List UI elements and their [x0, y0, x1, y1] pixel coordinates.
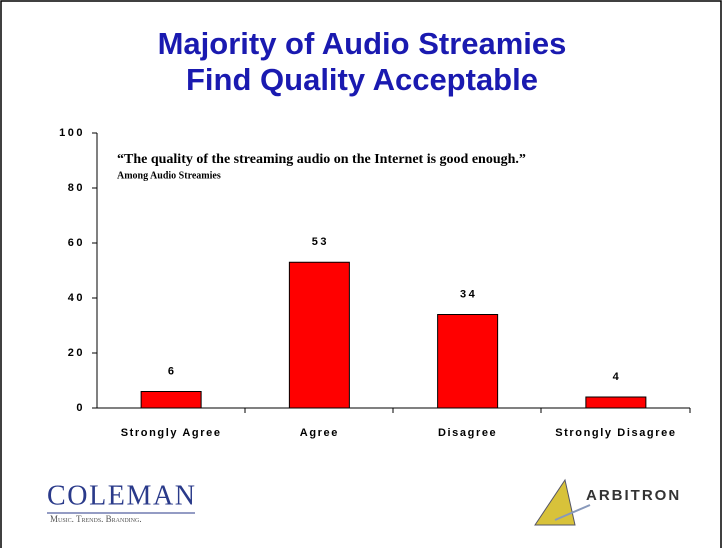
- y-tick-label: 0: [76, 402, 85, 414]
- y-tick-label: 80: [68, 182, 85, 194]
- y-tick-label: 20: [68, 347, 85, 359]
- x-tick-label: Disagree: [438, 427, 497, 439]
- coleman-logo: COLEMAN Music. Trends. Branding.: [47, 480, 195, 524]
- value-label: 4: [613, 371, 622, 383]
- value-label: 53: [312, 236, 329, 248]
- y-tick-label: 40: [68, 292, 85, 304]
- value-label: 6: [168, 365, 177, 377]
- bar: [288, 261, 350, 409]
- logo-tagline: Music. Trends. Branding.: [50, 514, 142, 524]
- bar: [437, 314, 499, 409]
- logo-triangle: [534, 478, 576, 526]
- y-tick-label: 60: [68, 237, 85, 249]
- logo-text: ARBITRON: [586, 487, 681, 504]
- logo-swoosh: [554, 504, 591, 521]
- x-tick-label: Agree: [300, 427, 339, 439]
- arbitron-logo: ARBITRON: [534, 478, 681, 526]
- logo-text: COLEMAN: [47, 480, 195, 511]
- x-tick-label: Strongly Agree: [121, 427, 222, 439]
- chart-title: Majority of Audio Streamies: [158, 26, 567, 61]
- chart-subtitle: Find Quality Acceptable: [186, 62, 538, 97]
- x-tick-label: Strongly Disagree: [555, 427, 676, 439]
- band-separators: [244, 408, 691, 413]
- annotation: Among Audio Streamies: [117, 170, 221, 181]
- y-tick-label: 100: [59, 127, 85, 139]
- annotation: “The quality of the streaming audio on t…: [117, 152, 526, 167]
- value-label: 34: [460, 288, 477, 300]
- bar: [140, 391, 202, 409]
- bar: [585, 396, 647, 409]
